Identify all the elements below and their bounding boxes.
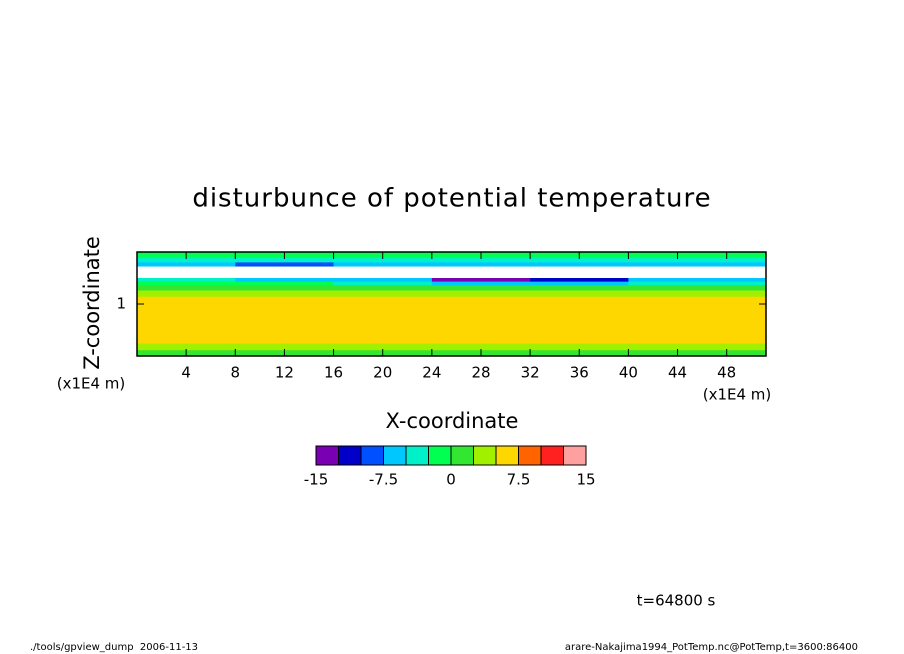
x-tick-label: 44 [668, 364, 687, 382]
y-tick-label: 1 [116, 295, 126, 313]
contour-cell [431, 257, 531, 263]
contour-cell [137, 281, 236, 286]
contour-cell [628, 278, 767, 282]
contour-cell [431, 289, 531, 297]
contour-cell [333, 296, 433, 344]
contour-cell [628, 252, 767, 258]
colorbar-tick-label: 15 [576, 471, 595, 489]
x-tick-label: 48 [717, 364, 736, 382]
x-tick-label: 40 [619, 364, 638, 382]
colorbar-cell [495, 445, 519, 466]
colorbar-cell [338, 445, 362, 466]
x-tick-label: 12 [275, 364, 294, 382]
x-tick-label: 36 [570, 364, 589, 382]
contour-cell [333, 278, 433, 282]
colorbar-cell [450, 445, 474, 466]
contour-cell [333, 343, 433, 351]
x-tick-label: 16 [324, 364, 343, 382]
contour-cell [333, 289, 433, 297]
colorbar-cell [518, 445, 542, 466]
contour-cell [628, 257, 767, 263]
contour-cell [530, 281, 629, 286]
contour-cell [628, 343, 767, 351]
colorbar-cell [315, 445, 339, 466]
x-tick-label: 28 [471, 364, 490, 382]
footer-left: ./tools/gpview_dump 2006-11-13 [30, 642, 198, 653]
contour-cell [137, 261, 236, 267]
colorbar-tick-label: -7.5 [369, 471, 398, 489]
contour-cell [530, 289, 629, 297]
contour-cell [235, 289, 335, 297]
colorbar-tick-label: 0 [446, 471, 456, 489]
y-unit: (x1E4 m) [57, 375, 126, 393]
contour-cell [530, 261, 629, 267]
colorbar-cell [540, 445, 564, 466]
contour-cell [530, 343, 629, 351]
colorbar-tick-label: 7.5 [507, 471, 531, 489]
contour-cell [628, 349, 767, 357]
annotation: t=64800 s [637, 592, 716, 610]
chart-title: disturbunce of potential temperature [192, 184, 711, 214]
contour-cell [235, 296, 335, 344]
x-tick-label: 4 [181, 364, 191, 382]
contour-cell [137, 257, 236, 263]
contour-cell [137, 278, 236, 282]
contour-cell [530, 278, 629, 282]
contour-cell [137, 343, 236, 351]
contour-cell [431, 343, 531, 351]
contour-cell [431, 261, 531, 267]
contour-cell [235, 281, 335, 286]
contour-cell [628, 296, 767, 344]
contour-cell [137, 289, 236, 297]
contour-cell [431, 284, 531, 291]
contour-cell [628, 261, 767, 267]
x-tick-label: 24 [422, 364, 441, 382]
contour-cell [431, 296, 531, 344]
x-axis-label: X-coordinate [386, 409, 519, 433]
contour-cell [235, 343, 335, 351]
contour-cell [333, 284, 433, 291]
colorbar-cell [383, 445, 407, 466]
x-tick-label: 32 [521, 364, 540, 382]
contour-cell [333, 257, 433, 263]
contour-cell [333, 261, 433, 267]
colorbar-cell [405, 445, 429, 466]
contour-cell [235, 278, 335, 282]
contour-cell [530, 257, 629, 263]
x-tick-label: 8 [231, 364, 241, 382]
y-axis-label: Z-coordinate [80, 236, 104, 370]
contour-cell [431, 281, 531, 286]
contour-cell [628, 289, 767, 297]
colorbar-cell [563, 445, 587, 466]
x-tick-label: 20 [373, 364, 392, 382]
contour-cell [137, 284, 236, 291]
contour-cell [431, 278, 531, 282]
contour-cell [628, 284, 767, 291]
contour-cell [235, 284, 335, 291]
colorbar-cell [360, 445, 384, 466]
contour-cell [333, 281, 433, 286]
contour-cell [137, 296, 236, 344]
contour-cell [530, 296, 629, 344]
colorbar-cell [473, 445, 497, 466]
contour-cell [530, 284, 629, 291]
contour-cell [235, 257, 335, 263]
contour-cell [235, 261, 335, 267]
footer-right: arare-Nakajima1994_PotTemp.nc@PotTemp,t=… [565, 642, 858, 653]
colorbar-cell [428, 445, 452, 466]
colorbar-tick-label: -15 [304, 471, 329, 489]
x-unit: (x1E4 m) [703, 386, 772, 404]
contour-cell [628, 281, 767, 286]
